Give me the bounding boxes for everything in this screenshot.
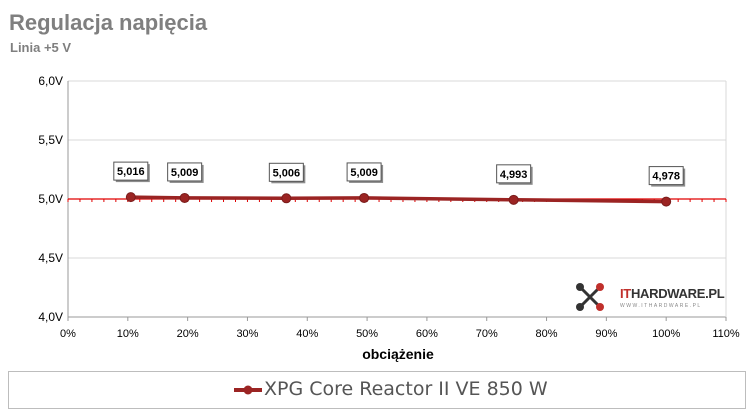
data-point [179, 192, 190, 203]
data-label: 5,016 [117, 166, 145, 178]
y-tick-label: 6,0V [38, 74, 63, 88]
data-label-box [346, 162, 382, 182]
data-label: 5,009 [171, 167, 199, 179]
x-axis-label: obciążenie [362, 346, 434, 362]
x-tick-label: 10% [117, 328, 139, 340]
series-line [130, 195, 667, 204]
logo-subtext: WWW.ITHARDWARE.PL [620, 303, 702, 309]
x-tick-label: 40% [296, 328, 318, 340]
data-label-box [268, 162, 304, 182]
data-point [359, 192, 370, 203]
data-label-box [113, 161, 149, 181]
data-label-box [496, 164, 532, 184]
logo-mark-icon [576, 283, 604, 311]
legend-series-name: XPG Core Reactor II VE 850 W [264, 378, 548, 400]
x-tick-label: 100% [652, 328, 680, 340]
x-tick-label: 50% [356, 328, 378, 340]
data-label: 4,978 [652, 171, 680, 183]
y-tick-label: 5,5V [38, 133, 63, 147]
x-tick-label: 20% [177, 328, 199, 340]
chart-title: Regulacja napięcia [9, 10, 208, 35]
data-point [281, 193, 292, 204]
chart-subtitle: Linia +5 V [10, 40, 72, 55]
x-tick-label: 90% [595, 328, 617, 340]
y-tick-label: 5,0V [38, 192, 63, 206]
y-tick-label: 4,5V [38, 251, 63, 265]
data-label: 5,009 [350, 167, 378, 179]
data-point [661, 196, 672, 207]
legend-marker-icon [234, 385, 262, 395]
data-label: 4,993 [500, 169, 528, 181]
logo-prefix: IT [620, 286, 631, 301]
data-point [125, 192, 136, 203]
data-point [508, 194, 519, 205]
x-tick-label: 0% [60, 328, 76, 340]
x-tick-label: 80% [536, 328, 558, 340]
data-label-box [167, 162, 203, 182]
y-tick-label: 4,0V [38, 310, 63, 324]
data-label-box [648, 166, 684, 186]
ithardware-logo: ITHARDWARE.PL [620, 286, 725, 301]
x-tick-label: 70% [476, 328, 498, 340]
logo-main: HARDWARE.PL [630, 286, 725, 301]
legend [8, 371, 746, 409]
x-tick-label: 110% [712, 328, 740, 340]
x-tick-label: 30% [236, 328, 258, 340]
data-label: 5,006 [273, 167, 301, 179]
x-tick-label: 60% [416, 328, 438, 340]
